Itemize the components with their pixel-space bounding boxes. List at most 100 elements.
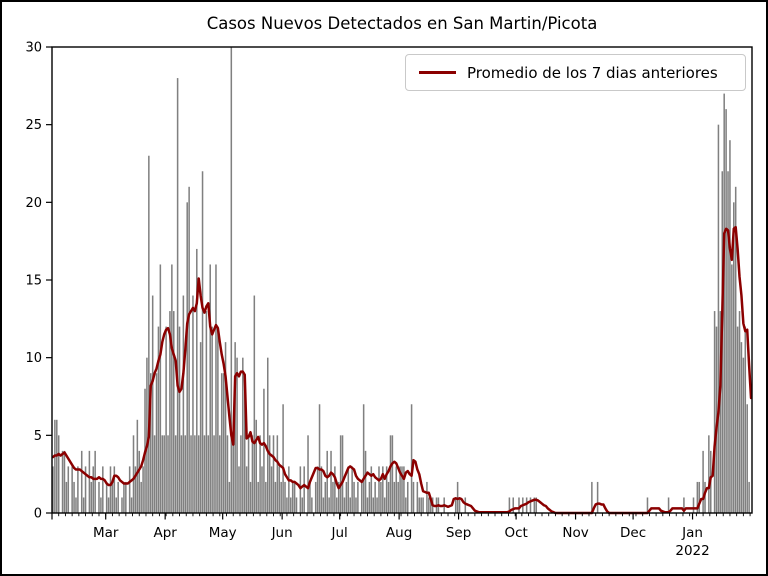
- bar: [140, 481, 142, 513]
- bar: [165, 326, 167, 513]
- bar: [270, 466, 273, 513]
- bar: [132, 435, 135, 513]
- bar: [708, 435, 710, 513]
- bar: [330, 450, 332, 513]
- bar: [353, 481, 355, 513]
- bar: [351, 466, 353, 513]
- bar: [52, 466, 54, 513]
- bar: [153, 435, 156, 513]
- x-tick-label: May: [209, 525, 237, 541]
- bar: [332, 481, 334, 513]
- bar: [82, 497, 85, 513]
- bar: [159, 264, 162, 513]
- bar: [314, 481, 317, 513]
- bar: [518, 497, 520, 513]
- bar: [240, 435, 242, 513]
- y-tick-label: 5: [34, 429, 42, 444]
- y-tick-label: 30: [25, 41, 42, 56]
- x-axis: Mar Apr May Jun Jul Aug Sep Oct Nov Dec Jan 2022: [51, 513, 710, 559]
- bar: [295, 497, 298, 513]
- bar: [142, 466, 144, 513]
- bar: [420, 497, 422, 513]
- bar: [102, 466, 104, 513]
- bar: [311, 497, 313, 513]
- bar: [740, 342, 743, 513]
- bar: [71, 466, 73, 513]
- bar: [727, 171, 729, 513]
- bar: [207, 435, 210, 513]
- bar: [282, 404, 284, 513]
- bar: [169, 311, 171, 513]
- bar: [525, 497, 528, 513]
- bar: [729, 140, 731, 513]
- bar: [422, 497, 424, 513]
- bar: [387, 481, 390, 513]
- bar: [328, 497, 330, 513]
- bar: [399, 466, 401, 513]
- x-tick-label: Nov: [562, 525, 588, 541]
- bar: [249, 481, 252, 513]
- bar: [416, 481, 419, 513]
- bar: [263, 388, 265, 513]
- bar: [155, 373, 158, 513]
- bar: [174, 435, 177, 513]
- bar: [196, 248, 198, 513]
- bar: [322, 497, 325, 513]
- x-tick-label: Mar: [93, 525, 119, 541]
- bar: [426, 481, 428, 513]
- bar: [360, 481, 363, 513]
- bar: [65, 481, 68, 513]
- bar: [125, 481, 127, 513]
- bar: [336, 497, 338, 513]
- bar: [702, 450, 704, 513]
- bar: [383, 497, 386, 513]
- bar: [203, 435, 206, 513]
- bar: [92, 466, 94, 513]
- x-tick-label: Jul: [331, 525, 348, 541]
- bar: [163, 435, 165, 513]
- bar: [341, 435, 344, 513]
- bar: [54, 419, 56, 513]
- bar: [209, 264, 211, 513]
- bar: [234, 342, 236, 513]
- bar: [57, 435, 60, 513]
- bar: [288, 466, 290, 513]
- bar: [508, 497, 511, 513]
- bar: [723, 93, 725, 513]
- bar: [255, 419, 258, 513]
- bar: [334, 466, 336, 513]
- bar: [88, 450, 91, 513]
- bar: [151, 295, 154, 513]
- bar: [173, 311, 175, 513]
- bar: [372, 497, 374, 513]
- bar: [380, 481, 382, 513]
- bar: [731, 264, 733, 513]
- bar: [245, 466, 248, 513]
- x-minor-ticks: [51, 513, 751, 517]
- bar: [272, 435, 275, 513]
- bar: [178, 326, 181, 513]
- bar: [146, 357, 148, 513]
- bar: [211, 326, 213, 513]
- bar: [226, 435, 229, 513]
- y-tick-label: 15: [25, 274, 42, 289]
- bar: [242, 357, 244, 513]
- bar: [182, 295, 185, 513]
- bar: [343, 497, 346, 513]
- bar: [378, 466, 380, 513]
- bar: [410, 404, 413, 513]
- bar: [345, 481, 348, 513]
- x-tick-label: Sep: [446, 525, 471, 541]
- bar: [362, 404, 365, 513]
- bar: [395, 466, 398, 513]
- bar: [326, 450, 328, 513]
- bar: [303, 466, 305, 513]
- legend: Promedio de los 7 dias anteriores: [405, 54, 746, 91]
- bar: [115, 497, 118, 513]
- bar: [748, 481, 750, 513]
- bar: [251, 435, 254, 513]
- bar: [719, 311, 722, 513]
- bar: [222, 373, 225, 513]
- bar: [192, 295, 194, 513]
- bar: [261, 466, 263, 513]
